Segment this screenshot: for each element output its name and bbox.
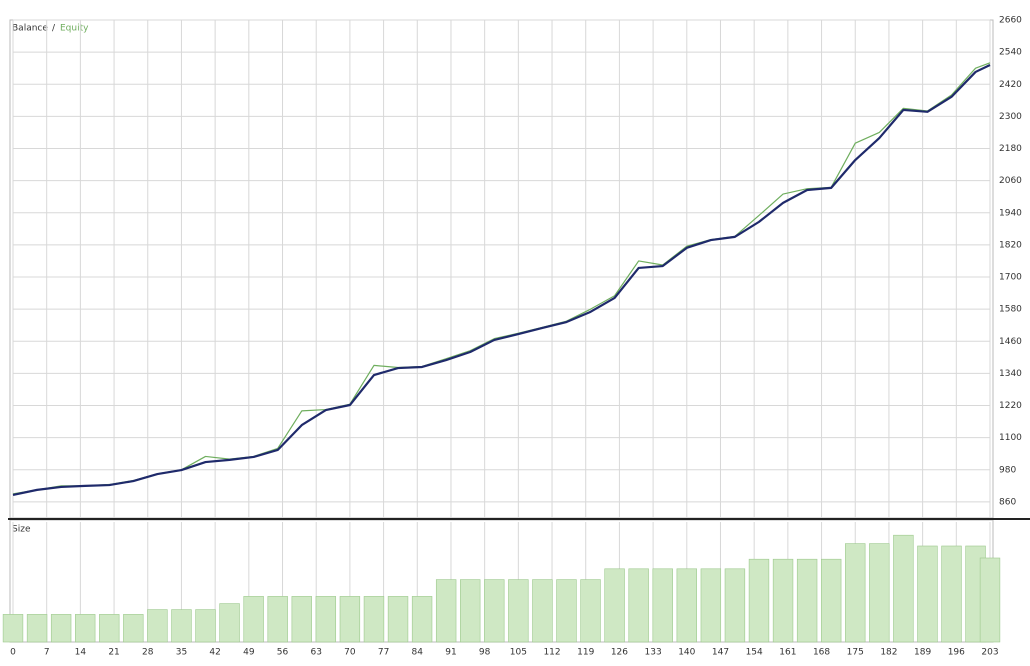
size-bar — [869, 543, 890, 643]
size-bar — [700, 568, 722, 643]
size-bar — [845, 543, 866, 643]
size-bar — [363, 596, 385, 643]
x-tick-label: 91 — [445, 648, 456, 658]
size-bar — [484, 579, 505, 643]
size-bar — [556, 579, 577, 643]
size-bar — [26, 614, 48, 643]
x-tick-label: 175 — [847, 648, 864, 658]
x-tick-label: 161 — [779, 648, 796, 658]
y-tick-label: 1700 — [999, 273, 1022, 283]
size-bar — [315, 596, 337, 643]
size-bar — [893, 534, 914, 643]
size-bar — [195, 609, 216, 643]
size-bar — [796, 558, 818, 643]
x-tick-label: 35 — [176, 648, 187, 658]
x-tick-label: 63 — [310, 648, 321, 658]
size-bar — [171, 609, 192, 643]
x-tick-label: 14 — [75, 648, 87, 658]
y-tick-label: 1340 — [999, 369, 1022, 379]
size-bar — [267, 596, 288, 643]
y-tick-label: 860 — [999, 497, 1016, 507]
x-tick-label: 98 — [479, 648, 491, 658]
size-bar — [628, 568, 649, 643]
size-bar — [147, 609, 168, 643]
legend-equity: Equity — [60, 24, 89, 34]
size-bar — [75, 614, 96, 643]
size-bar — [339, 596, 361, 643]
y-tick-label: 2540 — [999, 48, 1022, 58]
y-tick-label: 1100 — [999, 433, 1022, 443]
size-bar — [580, 579, 601, 643]
x-tick-label: 0 — [10, 648, 16, 658]
size-bar — [123, 614, 144, 643]
size-label: Size — [12, 525, 31, 535]
size-bar — [748, 558, 770, 643]
x-tick-label: 84 — [412, 648, 424, 658]
size-bar — [772, 558, 794, 643]
x-tick-label: 203 — [981, 648, 998, 658]
size-bar — [2, 614, 24, 643]
y-tick-label: 1220 — [999, 401, 1022, 411]
x-tick-label: 112 — [543, 648, 560, 658]
x-tick-label: 182 — [880, 648, 897, 658]
size-bar — [917, 545, 938, 643]
y-tick-label: 1940 — [999, 208, 1022, 218]
x-tick-label: 140 — [678, 648, 695, 658]
x-tick-label: 70 — [344, 648, 356, 658]
x-tick-label: 119 — [577, 648, 594, 658]
x-tick-label: 105 — [510, 648, 527, 658]
size-bar — [979, 557, 1001, 643]
x-tick-label: 49 — [243, 648, 255, 658]
size-bar — [243, 596, 264, 643]
x-tick-label: 189 — [914, 648, 931, 658]
size-bar — [532, 579, 553, 643]
y-tick-label: 1580 — [999, 305, 1022, 315]
size-bar — [652, 568, 673, 643]
size-bar — [50, 614, 72, 643]
y-tick-label: 1820 — [999, 240, 1022, 250]
x-tick-label: 133 — [645, 648, 662, 658]
size-bar — [820, 558, 842, 643]
x-tick-label: 21 — [108, 648, 119, 658]
x-tick-label: 42 — [209, 648, 220, 658]
size-bar — [604, 568, 625, 643]
size-bar — [435, 579, 457, 643]
y-tick-label: 2300 — [999, 112, 1022, 122]
x-tick-label: 7 — [44, 648, 50, 658]
size-bar — [676, 568, 697, 643]
legend-separator: / — [52, 24, 56, 34]
series-line — [12, 63, 991, 497]
size-bar — [460, 579, 481, 643]
y-tick-label: 2060 — [999, 176, 1022, 186]
y-tick-label: 2180 — [999, 144, 1022, 154]
x-tick-label: 126 — [611, 648, 628, 658]
legend-balance: Balance — [12, 24, 48, 34]
x-tick-label: 168 — [813, 648, 830, 658]
x-tick-label: 77 — [378, 648, 389, 658]
size-bar — [941, 545, 962, 643]
y-tick-label: 2420 — [999, 80, 1022, 90]
size-bar — [724, 568, 746, 643]
y-tick-label: 1460 — [999, 337, 1022, 347]
size-bar — [508, 579, 529, 643]
x-tick-label: 154 — [746, 648, 763, 658]
x-tick-label: 56 — [277, 648, 289, 658]
size-bar — [99, 614, 120, 643]
x-tick-label: 147 — [712, 648, 729, 658]
x-tick-label: 28 — [142, 648, 154, 658]
y-tick-label: 980 — [999, 465, 1016, 475]
size-bar — [291, 596, 312, 643]
y-tick-label: 2660 — [999, 16, 1022, 26]
x-tick-label: 196 — [948, 648, 965, 658]
size-bar — [219, 603, 240, 643]
size-bar — [387, 596, 409, 643]
size-bar — [411, 596, 433, 643]
